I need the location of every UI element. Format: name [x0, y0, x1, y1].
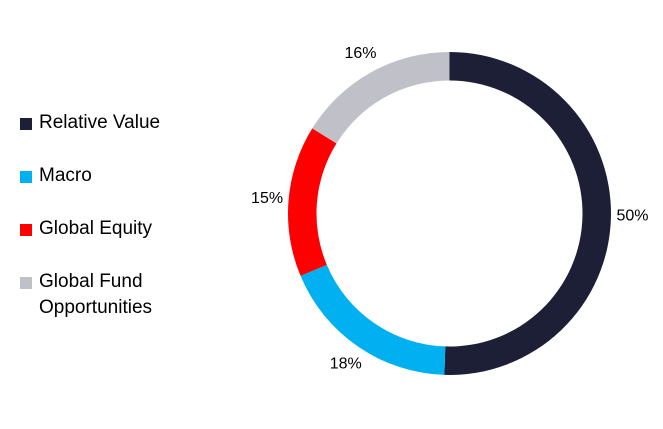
- donut-segment: [312, 52, 450, 144]
- data-label: 18%: [330, 355, 362, 372]
- legend: Relative Value Macro Global Equity Global F…: [20, 110, 220, 348]
- data-label: 16%: [345, 45, 377, 62]
- legend-swatch: [20, 277, 32, 289]
- legend-swatch: [20, 224, 32, 236]
- legend-label: Relative Value: [39, 112, 161, 133]
- legend-item: Global Fund Opportunities: [20, 269, 220, 321]
- legend-item: Macro: [20, 163, 220, 189]
- legend-swatch: [20, 171, 32, 183]
- legend-label: Macro: [39, 165, 92, 186]
- donut-segment: [288, 128, 337, 276]
- legend-item: Relative Value: [20, 110, 220, 136]
- data-label: 15%: [251, 190, 283, 207]
- legend-label: Global Equity: [39, 218, 153, 239]
- donut-segment: [300, 264, 446, 375]
- data-label: 50%: [616, 208, 648, 225]
- legend-item: Global Equity: [20, 216, 220, 242]
- legend-label: Global Fund Opportunities: [39, 271, 153, 318]
- donut-segment: [444, 52, 612, 376]
- legend-swatch: [20, 118, 32, 130]
